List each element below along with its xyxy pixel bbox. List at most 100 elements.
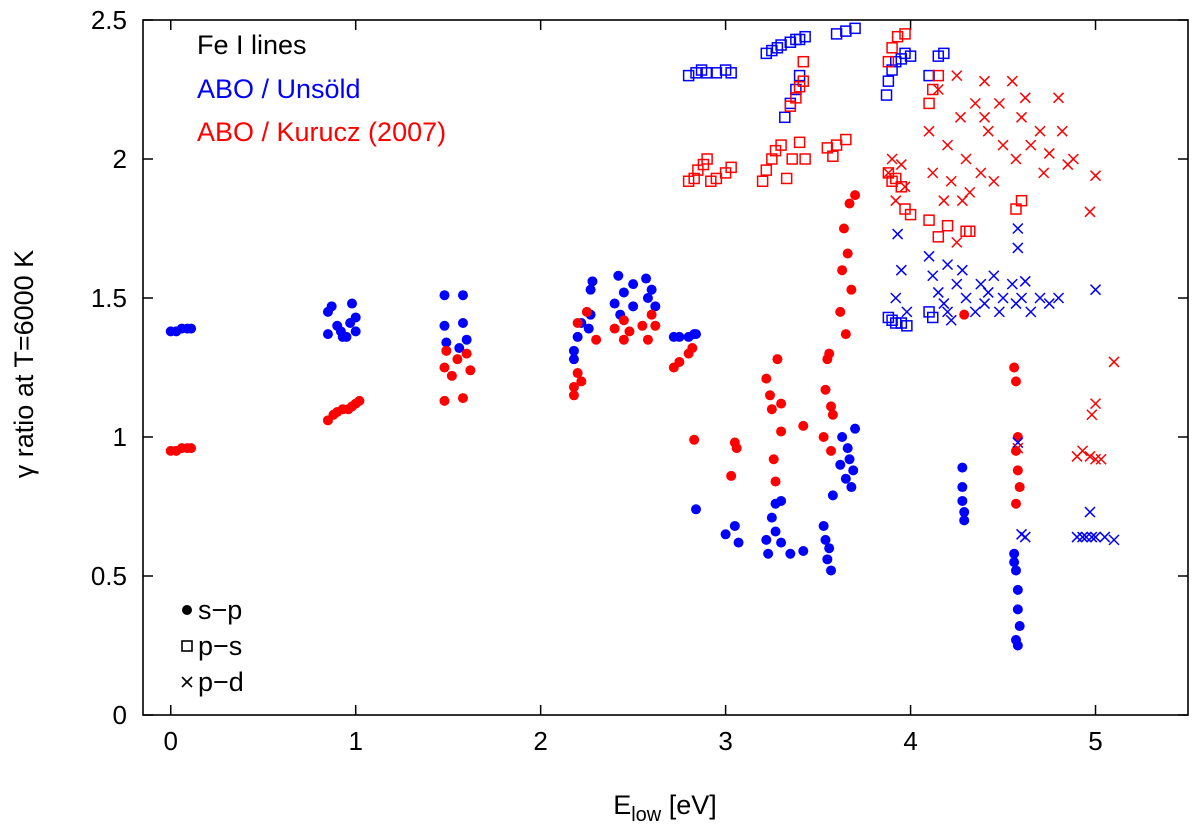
data-point (840, 329, 851, 340)
data-point (820, 384, 831, 395)
x-tick-label: 1 (348, 726, 362, 756)
data-point (1010, 376, 1021, 387)
data-point (818, 432, 829, 442)
data-point (337, 331, 348, 342)
data-point (988, 270, 1000, 282)
data-point (609, 298, 620, 309)
data-point (982, 286, 994, 298)
y-tick-label: 1.5 (91, 283, 127, 313)
plot-area (142, 19, 1189, 716)
data-point (932, 69, 945, 82)
x-axis-tick-labels: 0 1 2 3 4 5 (164, 726, 1103, 756)
data-point (997, 292, 1009, 304)
data-point (790, 83, 802, 96)
data-point (766, 512, 777, 523)
data-point (691, 504, 702, 515)
series-blue-square (682, 22, 950, 332)
data-point (347, 298, 357, 309)
data-point (975, 167, 987, 179)
data-point (844, 454, 855, 465)
data-point (923, 69, 935, 82)
data-point (1014, 482, 1025, 493)
data-point (827, 150, 839, 162)
data-point (766, 404, 777, 415)
data-point (827, 409, 838, 420)
data-point (835, 459, 846, 470)
data-point (956, 264, 968, 276)
data-point (1010, 498, 1021, 509)
x-tick-label: 0 (164, 726, 178, 756)
data-point (441, 345, 452, 356)
data-point (568, 381, 579, 392)
data-point (830, 28, 843, 40)
data-point (798, 420, 809, 431)
data-point (840, 473, 851, 484)
data-point (957, 495, 968, 506)
data-point (1012, 604, 1023, 615)
legend-marker-circle-icon (182, 605, 192, 615)
plot-border (142, 19, 1189, 716)
x-tick-label: 5 (1088, 726, 1102, 756)
data-point (452, 354, 463, 365)
data-point (891, 30, 904, 43)
x-tick-label: 2 (533, 726, 547, 756)
data-point (572, 368, 583, 379)
x-axis-title: Elow [eV] (613, 790, 717, 826)
data-point (790, 92, 802, 104)
legend-marker-square-icon (181, 640, 193, 652)
data-point (439, 320, 450, 331)
data-point (760, 164, 773, 176)
data-point (1052, 92, 1065, 104)
data-point (901, 306, 913, 318)
data-point (776, 426, 787, 437)
data-point (899, 181, 911, 193)
data-point (1014, 621, 1025, 632)
data-point (1016, 111, 1028, 123)
data-point (938, 47, 950, 60)
data-point (938, 195, 950, 207)
data-point (838, 223, 849, 234)
data-point (827, 490, 838, 501)
data-point (1067, 153, 1079, 165)
data-point (818, 520, 829, 531)
data-point (824, 348, 835, 359)
data-point (1006, 75, 1018, 87)
data-point (932, 231, 945, 243)
data-point (761, 373, 772, 384)
data-point (1095, 453, 1107, 465)
data-point (951, 236, 963, 248)
data-point (993, 306, 1005, 318)
series-blue-cross (890, 222, 1120, 546)
data-point (886, 314, 898, 326)
data-point (1015, 194, 1028, 207)
data-point (959, 507, 970, 518)
data-point (1034, 125, 1046, 137)
data-point (731, 443, 742, 454)
x-tick-label: 3 (718, 726, 732, 756)
data-point (701, 153, 713, 165)
data-point (1006, 278, 1018, 290)
data-point (942, 259, 954, 271)
data-point (1012, 442, 1024, 454)
data-point (945, 175, 957, 187)
data-point (979, 111, 991, 123)
data-point (886, 64, 898, 76)
data-point (642, 293, 653, 303)
data-point (1089, 531, 1102, 543)
data-point (779, 111, 791, 124)
x-axis-title-subscript: low (631, 804, 662, 826)
data-point (725, 161, 737, 174)
x-tick-label: 4 (903, 726, 917, 756)
data-point (1043, 147, 1055, 159)
data-point (688, 172, 700, 185)
data-point (793, 136, 806, 149)
data-point (770, 476, 781, 487)
data-point (895, 159, 907, 171)
data-point (585, 284, 596, 295)
data-point (799, 30, 811, 43)
data-point (720, 529, 731, 540)
data-point (618, 287, 629, 298)
data-point (904, 50, 917, 62)
data-point (904, 208, 917, 221)
data-point (674, 331, 685, 342)
